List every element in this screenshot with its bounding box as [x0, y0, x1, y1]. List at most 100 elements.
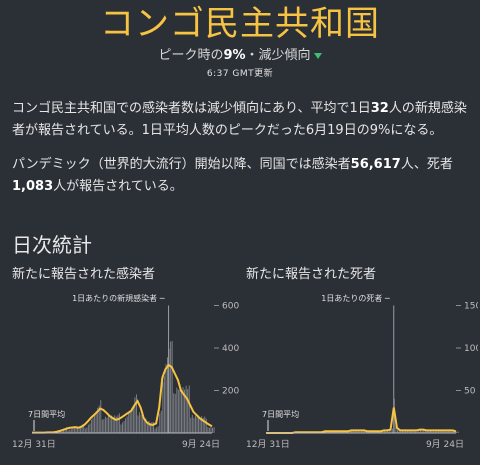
page-title: コンゴ民主共和国: [100, 4, 380, 44]
daily-bar: [446, 429, 448, 433]
daily-bar: [351, 430, 353, 433]
daily-bar: [135, 394, 137, 433]
y-tick-label: 200: [222, 387, 239, 397]
daily-bar: [193, 417, 195, 433]
daily-bar: [451, 431, 453, 433]
daily-bar: [199, 417, 201, 433]
cases-chart-title: 新たに報告された感染者: [12, 267, 156, 282]
daily-bar: [75, 427, 77, 433]
daily-bar: [196, 417, 198, 433]
daily-bar: [418, 431, 420, 433]
daily-bar: [398, 429, 400, 433]
daily-bar: [117, 415, 119, 433]
daily-bar: [424, 429, 426, 433]
daily-bar: [78, 426, 80, 433]
daily-average-count: 32: [370, 101, 389, 116]
daily-bar: [132, 405, 134, 433]
daily-bar: [208, 427, 210, 433]
summary-paragraph-2: パンデミック（世界的大流行）開始以降、同国では感染者56,617人、死者 1,08…: [12, 154, 474, 198]
daily-bar: [159, 413, 161, 433]
daily-bar: [387, 430, 389, 433]
daily-bar: [128, 413, 130, 433]
daily-bar: [354, 429, 356, 433]
daily-bar: [140, 414, 142, 433]
daily-bar: [364, 430, 366, 433]
daily-bar: [194, 415, 196, 433]
daily-bar: [174, 393, 176, 433]
daily-bar: [201, 416, 203, 433]
daily-bar: [64, 428, 66, 433]
daily-bar: [359, 431, 361, 433]
daily-bar: [380, 431, 382, 433]
daily-bar: [439, 430, 441, 433]
daily-bar: [106, 417, 108, 433]
y-tick-label: 100: [464, 344, 478, 354]
daily-bar: [139, 412, 141, 433]
daily-bar: [344, 431, 346, 433]
daily-bar: [58, 431, 60, 433]
daily-bar: [87, 424, 89, 433]
daily-bar: [94, 414, 96, 433]
subtitle-trend: ・減少傾向: [245, 48, 311, 63]
trend-down-icon: [313, 52, 322, 59]
daily-bar: [207, 427, 209, 433]
daily-bar: [104, 416, 106, 433]
subtitle-prefix: ピーク時の: [158, 48, 224, 63]
daily-bar: [100, 400, 102, 433]
daily-bar: [434, 431, 436, 433]
daily-bar: [173, 393, 175, 433]
daily-bar: [129, 411, 131, 433]
daily-bar: [163, 376, 165, 433]
daily-bar: [406, 430, 408, 433]
daily-bar: [388, 430, 390, 433]
daily-bar: [108, 415, 110, 433]
daily-bar: [326, 431, 328, 433]
daily-bar: [179, 384, 181, 433]
daily-bar: [170, 341, 172, 433]
weekly-average-label: 7日間平均: [28, 409, 65, 419]
p2-text-c: 人が報告されている。: [53, 179, 183, 194]
daily-bar: [109, 417, 111, 433]
daily-bar: [120, 424, 122, 433]
daily-bar: [390, 428, 392, 433]
deaths-chart-title: 新たに報告された死者: [246, 267, 377, 282]
daily-bar: [134, 397, 136, 433]
x-end-label: 9月 24日: [182, 439, 220, 450]
updated-time: 6:37 GMT更新: [206, 69, 274, 79]
daily-bar: [210, 426, 212, 433]
p2-text-a: パンデミック（世界的大流行）開始以降、同国では感染者: [12, 157, 351, 172]
daily-bar: [118, 413, 120, 433]
daily-bar: [177, 389, 179, 433]
daily-bar: [400, 431, 402, 433]
y-tick-label: 400: [222, 344, 239, 354]
daily-bar: [95, 412, 97, 433]
daily-bar: [70, 429, 72, 433]
total-deaths: 1,083: [12, 179, 54, 194]
daily-bar: [154, 428, 156, 433]
deaths-chart: 50 100 150 1日あたりの死者 ─ 7日間平均 12月 31日 9月 24日: [246, 294, 478, 450]
daily-bar: [182, 387, 184, 433]
daily-bar: [190, 417, 192, 433]
daily-bar: [352, 429, 354, 433]
trend-summary: ピーク時の9%・減少傾向: [0, 44, 480, 63]
daily-bar: [92, 418, 94, 433]
daily-bar: [89, 423, 91, 433]
daily-bar: [361, 431, 363, 433]
daily-bar: [145, 418, 147, 433]
daily-bar: [122, 422, 123, 433]
daily-bar-label: 1日あたりの新規感染者 ─: [72, 293, 165, 303]
daily-bar: [212, 427, 213, 433]
daily-bar: [149, 422, 151, 433]
daily-bar: [81, 424, 83, 433]
weekly-average-label: 7日間平均: [262, 409, 299, 419]
daily-bar: [213, 427, 215, 433]
daily-bar: [188, 385, 190, 433]
daily-bar: [153, 422, 155, 433]
daily-bar: [441, 430, 443, 433]
daily-bar: [392, 428, 394, 433]
daily-bar: [187, 389, 189, 433]
daily-bar: [80, 426, 82, 433]
daily-bar: [437, 430, 440, 433]
daily-bar: [84, 428, 86, 433]
daily-bar: [421, 429, 423, 433]
